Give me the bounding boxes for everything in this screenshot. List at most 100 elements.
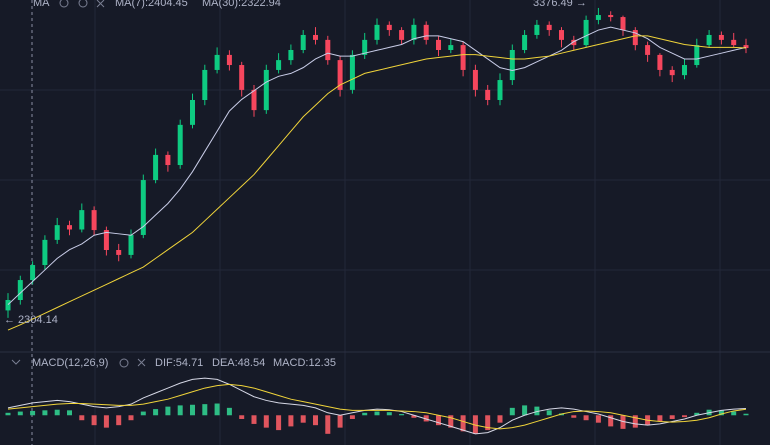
- macd-bar: [153, 409, 159, 416]
- candle-body: [448, 45, 454, 50]
- candle-body: [263, 69, 269, 111]
- macd-bar: [522, 405, 528, 416]
- candle-body: [362, 39, 368, 55]
- macd-bar: [214, 403, 220, 416]
- candle-body: [103, 230, 109, 250]
- candle-body: [67, 225, 72, 230]
- candle-body: [497, 80, 503, 100]
- candle-body: [657, 54, 663, 70]
- macd-bar: [632, 415, 638, 428]
- candle-body: [559, 30, 564, 40]
- macd-bar: [546, 410, 552, 416]
- indicator-name[interactable]: MA: [33, 0, 50, 9]
- candle-body: [239, 65, 245, 90]
- macd-name[interactable]: MACD(12,26,9): [32, 357, 108, 369]
- candle-body: [17, 280, 23, 300]
- line-series: [7, 35, 747, 331]
- candle-body: [718, 34, 724, 40]
- candle-body: [251, 89, 257, 111]
- line-series: [7, 377, 747, 435]
- candle-body: [423, 24, 429, 40]
- macd-bar: [116, 415, 122, 426]
- candle-body: [349, 54, 355, 90]
- macd-bar: [509, 407, 515, 416]
- macd-bar: [288, 415, 294, 427]
- macd-bar: [743, 413, 749, 416]
- indicator-icons[interactable]: [59, 0, 105, 8]
- candle-body: [140, 180, 146, 235]
- macd-bar: [190, 404, 195, 416]
- macd-icons[interactable]: [119, 358, 146, 368]
- candle-body: [509, 50, 515, 81]
- macd-bar: [411, 415, 417, 418]
- candle-body: [522, 34, 528, 50]
- candle-body: [694, 45, 700, 66]
- candle-body: [546, 24, 552, 31]
- macd-bar: [669, 415, 675, 419]
- candle-body: [116, 250, 122, 255]
- candle-body: [669, 69, 675, 76]
- candle-body: [214, 54, 220, 70]
- macd-bar: [349, 415, 355, 419]
- macd-bar: [362, 412, 368, 416]
- macd-bar: [694, 412, 700, 416]
- high-label: 3376.49 →: [533, 0, 587, 9]
- candle-body: [706, 34, 712, 46]
- candle-body: [411, 24, 417, 40]
- macd-bar: [718, 410, 724, 416]
- candle-body: [399, 30, 405, 40]
- candle-body: [153, 154, 159, 181]
- macd-bar: [239, 415, 245, 419]
- candle-body: [226, 54, 232, 66]
- macd-bar: [423, 415, 429, 422]
- macd-bar: [682, 415, 687, 418]
- macd-bar: [374, 411, 380, 416]
- macd-bar: [177, 405, 183, 416]
- line-series: [7, 383, 747, 430]
- candle-body: [30, 265, 36, 281]
- candle-body: [485, 89, 491, 100]
- macd-bar: [17, 411, 23, 416]
- candle-body: [128, 234, 134, 255]
- macd-bar: [620, 415, 626, 429]
- candle-body: [91, 210, 97, 231]
- candle-body: [325, 39, 331, 61]
- macd-bar: [263, 415, 269, 428]
- macd-bar: [325, 415, 331, 434]
- candle-body: [534, 24, 540, 35]
- macd-bar: [399, 414, 405, 416]
- macd-bar: [436, 415, 441, 426]
- ma7-label: MA(7):2404.45: [115, 0, 188, 9]
- macd-bar: [140, 411, 146, 416]
- macd-bar: [103, 415, 109, 428]
- macd-bar: [313, 415, 318, 426]
- candle-body: [276, 60, 282, 70]
- macd-bar: [608, 415, 614, 427]
- macd-bar: [5, 412, 11, 416]
- collapse-icon[interactable]: [11, 359, 21, 365]
- macd-bar: [583, 415, 589, 421]
- macd-bar: [595, 415, 601, 423]
- low-label: ← 2304.14: [4, 314, 58, 326]
- candle-body: [165, 154, 171, 166]
- macd-bar: [91, 415, 97, 426]
- macd-label: MACD:12.35: [273, 357, 336, 369]
- macd-bar: [276, 415, 282, 431]
- macd-bar: [54, 409, 60, 416]
- dif-label: DIF:54.71: [155, 357, 203, 369]
- macd-bar: [460, 415, 466, 432]
- candle-body: [337, 60, 343, 90]
- candle-body: [5, 300, 11, 311]
- macd-bar: [79, 415, 85, 421]
- candle-body: [386, 24, 392, 31]
- macd-bar: [497, 415, 503, 423]
- candle-body: [620, 17, 626, 31]
- candle-body: [202, 69, 208, 100]
- candle-body: [190, 100, 195, 125]
- candle-body: [632, 30, 638, 46]
- ma30-label: MA(30):2322.94: [202, 0, 281, 9]
- dea-label: DEA:48.54: [212, 357, 265, 369]
- macd-bar: [30, 410, 36, 416]
